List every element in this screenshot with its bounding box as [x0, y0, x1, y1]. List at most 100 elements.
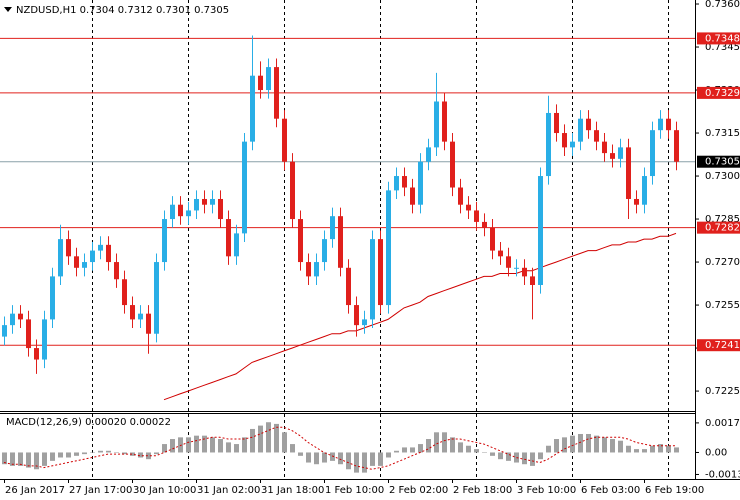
candle-body	[298, 219, 303, 263]
candle-body	[210, 198, 215, 205]
candle-body	[594, 130, 599, 142]
macd-bar	[226, 442, 231, 453]
macd-tick-label: 0.00176	[705, 418, 740, 429]
x-tick-label: 1 Feb 10:00	[325, 485, 384, 496]
level-label: 0.7282	[705, 223, 740, 234]
macd-bar	[466, 445, 471, 453]
current-price-box	[697, 155, 740, 168]
candle-body	[98, 244, 103, 251]
candle-body	[322, 239, 327, 263]
candle-body	[242, 141, 247, 234]
current-price-label: 0.7305	[705, 157, 740, 168]
candle-body	[122, 279, 127, 306]
macd-bar	[594, 435, 599, 453]
macd-bar	[674, 447, 679, 453]
macd-bar	[178, 437, 183, 453]
macd-bar	[58, 452, 63, 458]
x-tick-label: 2 Feb 02:00	[389, 485, 448, 496]
candle-body	[378, 239, 383, 306]
macd-bar	[34, 452, 39, 470]
candle-body	[474, 210, 479, 222]
macd-bar	[482, 452, 487, 453]
candle-body	[386, 190, 391, 306]
chart-title: NZDUSD,H1 0.7304 0.7312 0.7301 0.7305	[16, 5, 229, 16]
macd-bar	[354, 452, 359, 473]
macd-bar	[522, 452, 527, 465]
candle-body	[530, 276, 535, 285]
candle-body	[10, 313, 15, 326]
candle-body	[58, 239, 63, 277]
macd-bar	[490, 452, 495, 456]
macd-bar	[370, 452, 375, 466]
macd-bar	[642, 449, 647, 453]
macd-bar	[210, 437, 215, 453]
macd-bar	[274, 423, 279, 453]
candle-body	[274, 67, 279, 119]
macd-bar	[290, 444, 295, 453]
macd-bar	[338, 452, 343, 465]
macd-bar	[242, 437, 247, 453]
candle-body	[490, 227, 495, 251]
macd-bar	[10, 452, 15, 466]
macd-bar	[42, 452, 47, 466]
macd-bar	[106, 450, 111, 453]
candle-body	[2, 325, 7, 337]
candle-body	[562, 133, 567, 148]
candle-body	[74, 256, 79, 268]
candle-body	[26, 319, 31, 349]
candle-body	[346, 267, 351, 306]
y-tick-label: 0.7270	[705, 257, 740, 268]
candle-body	[394, 176, 399, 191]
candle-body	[178, 204, 183, 217]
candle-body	[82, 262, 87, 268]
candle-body	[34, 348, 39, 360]
macd-bar	[146, 452, 151, 460]
macd-tick-label: -0.00131	[705, 469, 740, 480]
macd-bar	[570, 435, 575, 453]
y-tick-label: 0.7255	[705, 300, 740, 311]
macd-bar	[658, 444, 663, 453]
candle-body	[162, 219, 167, 263]
x-tick-label: 30 Jan 10:00	[133, 485, 196, 496]
candle-body	[290, 161, 295, 220]
macd-bar	[122, 452, 127, 455]
candle-body	[154, 262, 159, 334]
macd-bar	[378, 452, 383, 466]
candle-body	[106, 244, 111, 263]
y-tick-label: 0.7225	[705, 386, 740, 397]
macd-bar	[602, 437, 607, 453]
moving-average	[163, 232, 677, 401]
macd-bar	[458, 442, 463, 453]
x-tick-label: 3 Feb 10:00	[517, 485, 576, 496]
candle-body	[170, 204, 175, 220]
macd-bar	[474, 449, 479, 453]
macd-bar	[130, 452, 135, 456]
candle-body	[418, 161, 423, 205]
candle-body	[618, 147, 623, 159]
candle-body	[354, 305, 359, 326]
candle-body	[522, 267, 527, 277]
candle-body	[370, 239, 375, 320]
macd-bar	[234, 444, 239, 453]
candle-body	[650, 130, 655, 177]
candle-body	[338, 216, 343, 268]
macd-bar	[98, 450, 103, 453]
candle-body	[514, 267, 519, 269]
macd-bar	[650, 445, 655, 453]
macd-bar	[74, 452, 79, 456]
macd-bar	[666, 445, 671, 453]
macd-bar	[450, 437, 455, 453]
y-tick-label: 0.7315	[705, 128, 740, 139]
macd-bar	[18, 452, 23, 466]
candle-body	[506, 256, 511, 268]
level-box	[697, 221, 740, 234]
macd-bar	[410, 447, 415, 453]
candle-body	[234, 233, 239, 257]
y-tick-label: 0.7345	[705, 42, 740, 53]
x-tick-label: 2 Feb 18:00	[453, 485, 512, 496]
candle-body	[466, 204, 471, 211]
x-tick-label: 31 Jan 18:00	[261, 485, 324, 496]
candle-body	[482, 221, 487, 228]
level-box	[697, 339, 740, 352]
candle-body	[642, 176, 647, 205]
